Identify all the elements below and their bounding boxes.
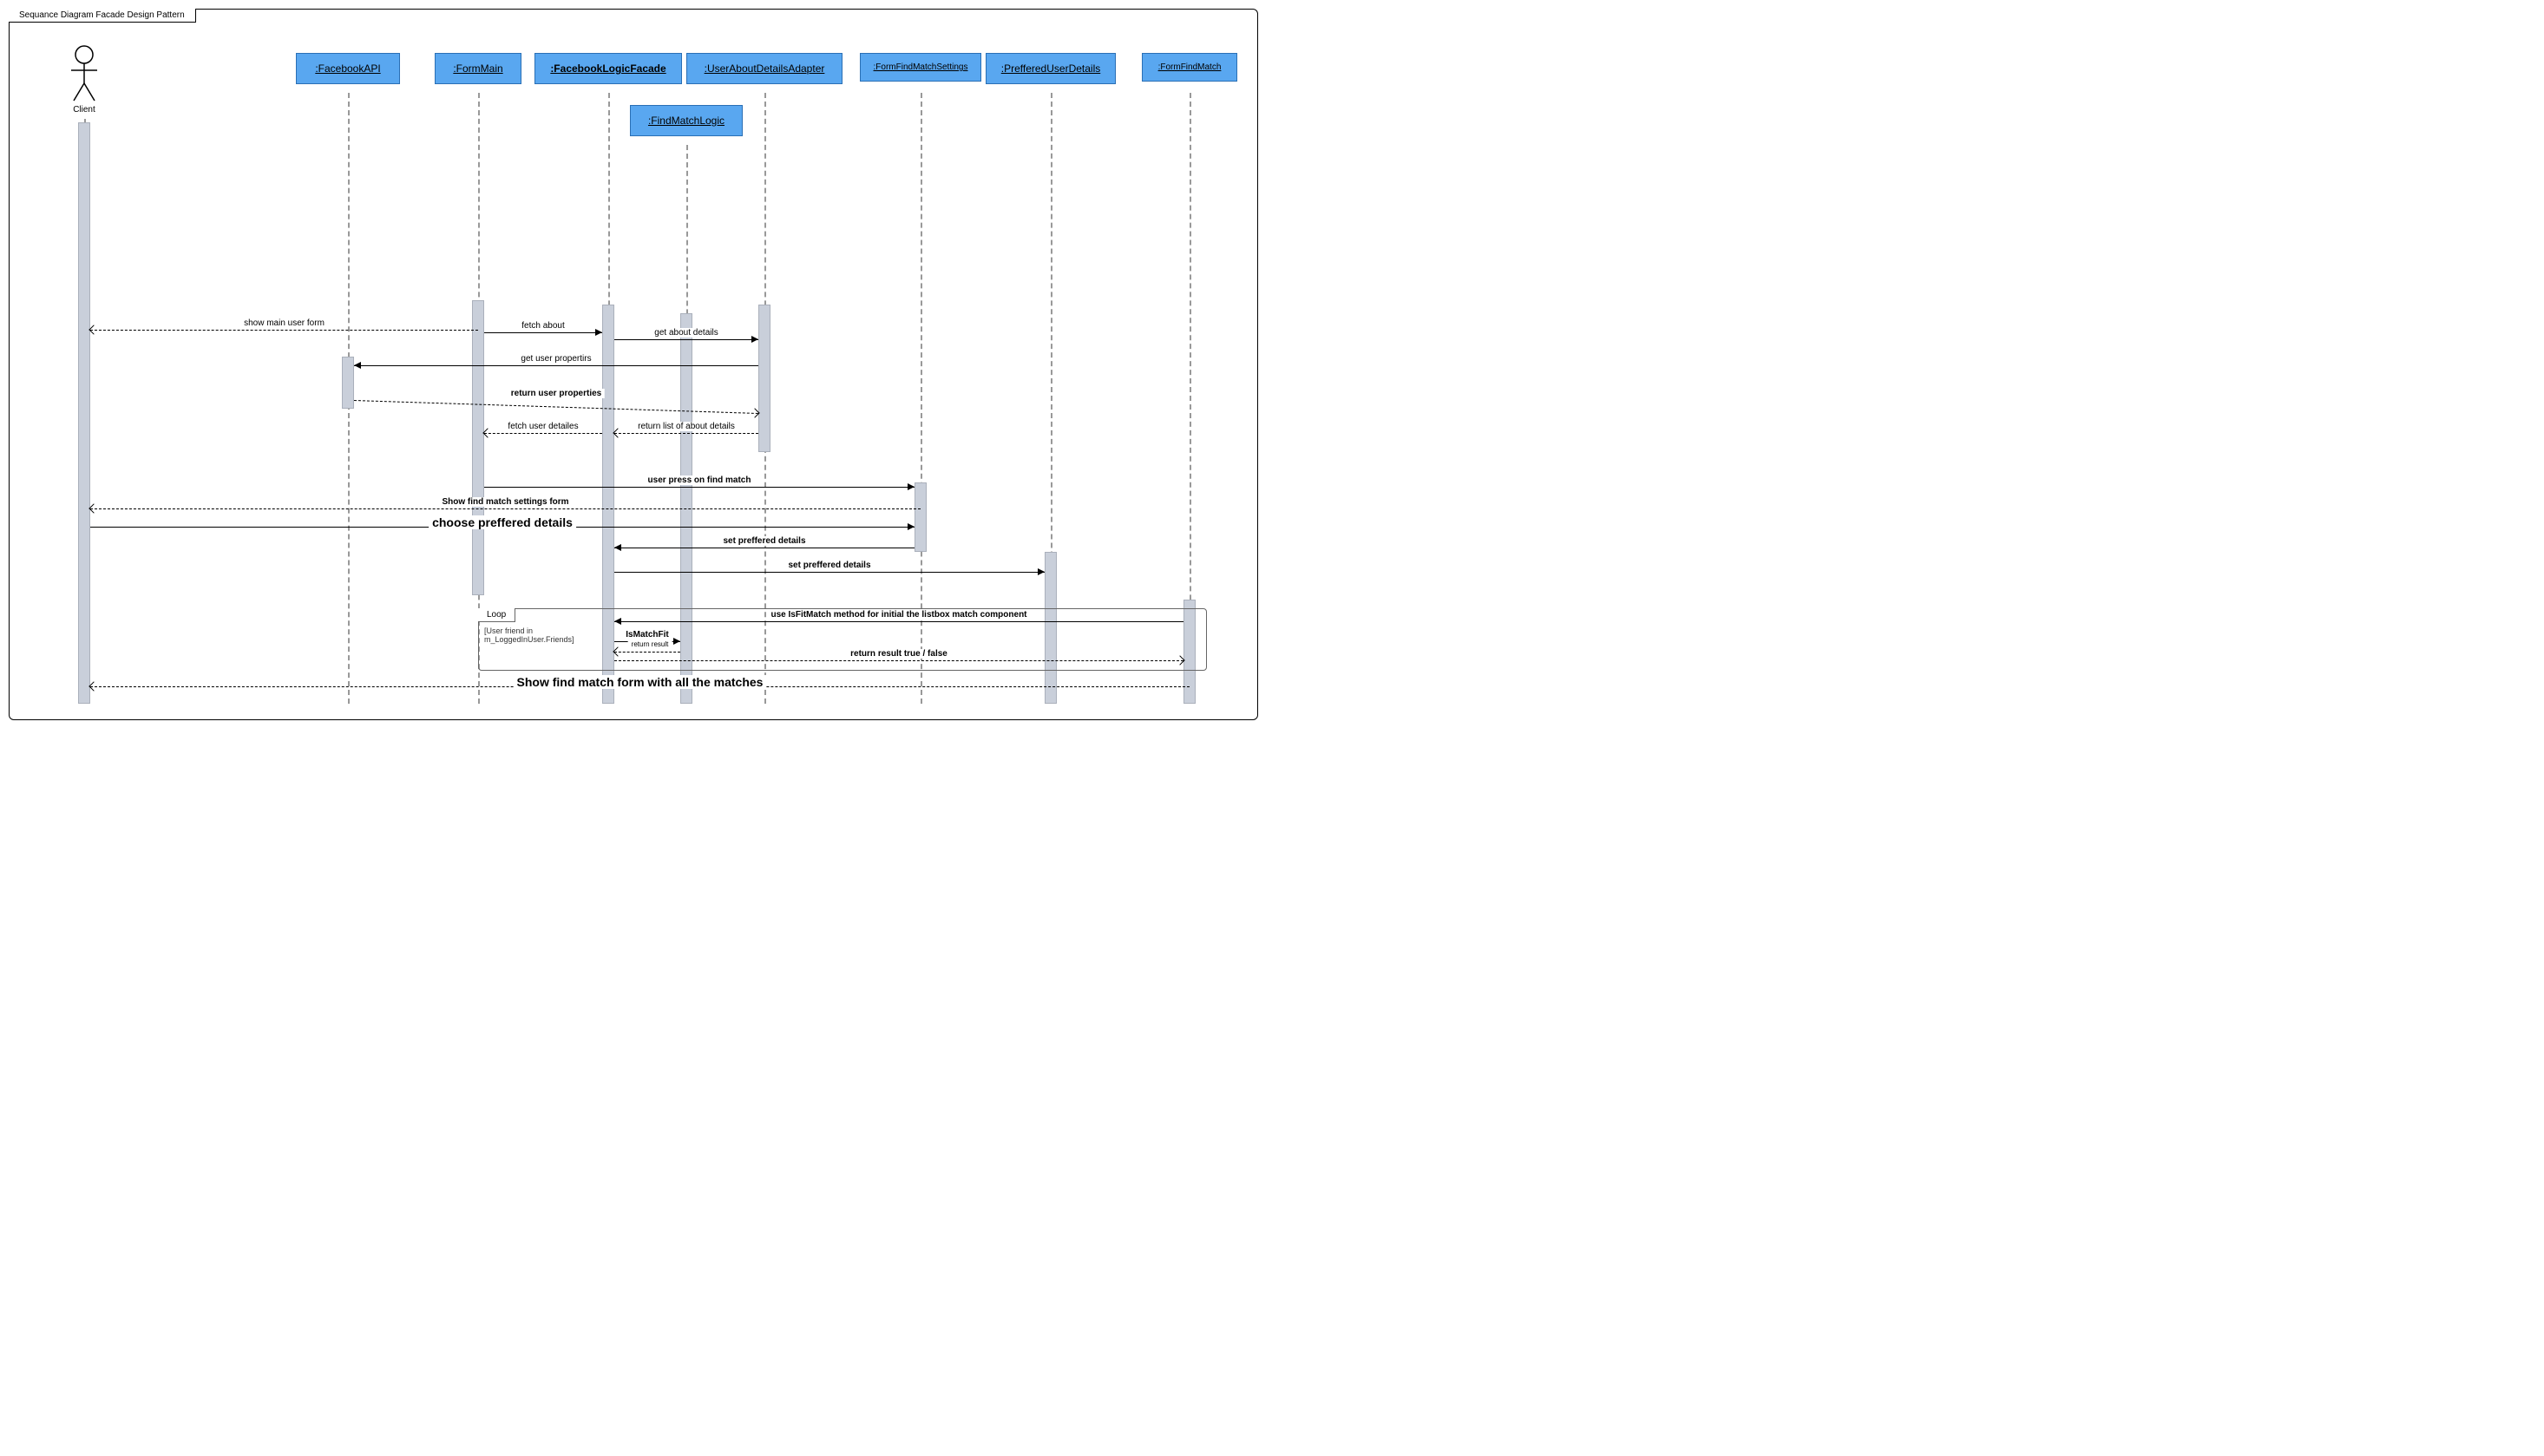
activation-bar: [758, 305, 770, 452]
actor-client: Client: [67, 44, 102, 115]
message-label: return list of about details: [634, 422, 738, 431]
participant-fml: :FindMatchLogic: [630, 105, 743, 136]
message-label: fetch about: [518, 321, 567, 331]
message-line: [614, 339, 758, 340]
message-line: [354, 365, 758, 366]
message-label: user press on find match: [645, 475, 755, 485]
message-line: [614, 621, 1183, 622]
activation-bar: [472, 300, 484, 595]
diagram-frame: Sequance Diagram Facade Design Pattern C…: [9, 9, 1258, 720]
arrowhead-icon: [908, 483, 915, 490]
message-label: fetch user detailes: [504, 422, 581, 431]
message-label: return user properties: [508, 389, 605, 398]
message-label: choose preffered details: [429, 515, 576, 529]
message-label: return result: [628, 640, 672, 648]
diagram-canvas: Client :FacebookAPI :FormMain :FacebookLogi…: [10, 10, 1257, 719]
message-label: Show find match settings form: [438, 497, 572, 507]
message-line: [614, 433, 758, 434]
arrowhead-icon: [751, 336, 758, 343]
message-line: [484, 487, 915, 488]
message-line: [354, 400, 758, 414]
participant-settings: :FormFindMatchSettings: [860, 53, 981, 82]
participant-adapter: :UserAboutDetailsAdapter: [686, 53, 843, 84]
message-label: return result true / false: [847, 649, 951, 659]
arrowhead-icon: [354, 362, 361, 369]
message-line: [614, 572, 1045, 573]
arrowhead-icon: [673, 638, 680, 645]
message-label: use IsFitMatch method for initial the li…: [767, 610, 1030, 620]
arrowhead-icon: [482, 428, 492, 437]
message-label: get user propertirs: [517, 354, 594, 364]
message-label: set preffered details: [784, 561, 874, 570]
arrowhead-icon: [89, 681, 98, 691]
message-label: show main user form: [240, 318, 328, 328]
stick-figure-icon: [67, 44, 102, 105]
message-line: [614, 660, 1183, 661]
participant-ffm: :FormFindMatch: [1142, 53, 1237, 82]
arrowhead-icon: [1038, 568, 1045, 575]
message-label: Show find match form with all the matche…: [514, 675, 767, 689]
message-label: IsMatchFit: [622, 630, 672, 639]
message-line: [90, 330, 478, 331]
arrowhead-icon: [89, 503, 98, 513]
participant-main: :FormMain: [435, 53, 521, 84]
message-line: [484, 433, 602, 434]
arrowhead-icon: [595, 329, 602, 336]
arrowhead-icon: [614, 544, 621, 551]
arrowhead-icon: [613, 428, 622, 437]
message-label: set preffered details: [719, 536, 809, 546]
participant-pref: :PrefferedUserDetails: [986, 53, 1116, 84]
participant-facade: :FacebookLogicFacade: [534, 53, 682, 84]
message-line: [484, 332, 602, 333]
actor-label: Client: [67, 105, 102, 115]
activation-bar: [342, 357, 354, 409]
message-label: get about details: [651, 328, 721, 338]
arrowhead-icon: [89, 325, 98, 334]
arrowhead-icon: [908, 523, 915, 530]
activation-bar: [78, 122, 90, 704]
arrowhead-icon: [614, 618, 621, 625]
activation-bar: [915, 482, 927, 552]
message-line: [90, 508, 921, 509]
participant-fbapi: :FacebookAPI: [296, 53, 400, 84]
message-line: [614, 652, 680, 653]
loop-title: Loop: [478, 608, 515, 622]
loop-guard: [User friend in m_LoggedInUser.Friends]: [484, 626, 574, 644]
